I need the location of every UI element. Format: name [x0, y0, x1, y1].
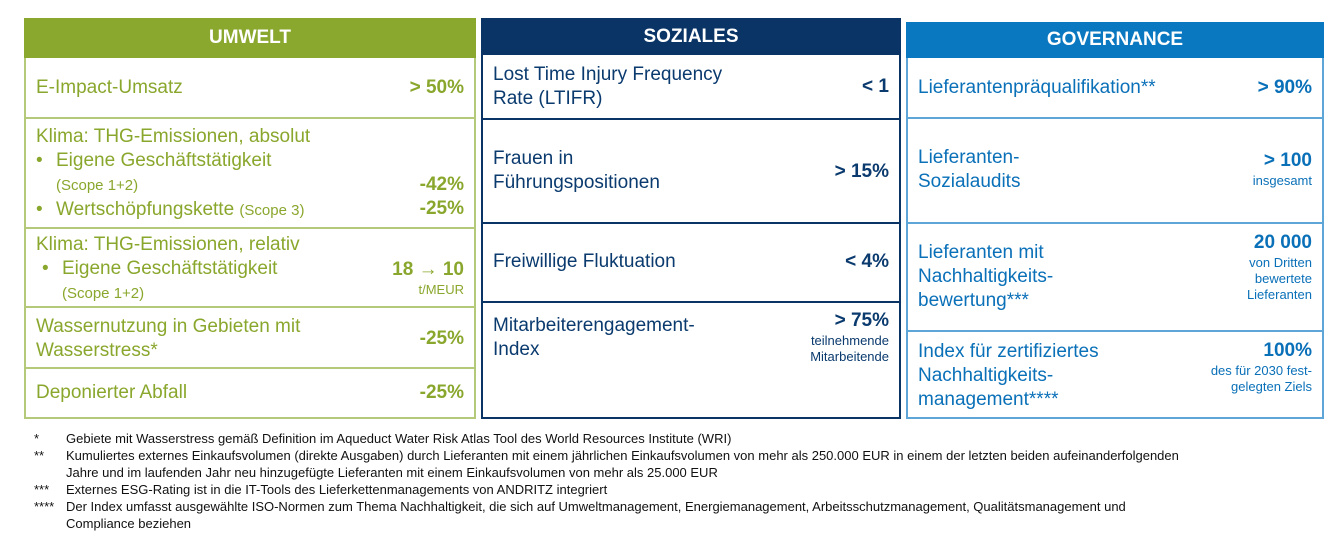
- footnote: *** Externes ESG-Rating ist in die IT-Too…: [34, 481, 1179, 498]
- kpi-label: E-Impact-Umsatz: [36, 77, 183, 98]
- kpi-label: Freiwillige Fluktuation: [493, 251, 676, 272]
- kpi-value: 18 → 10: [392, 259, 464, 280]
- kpi-value: > 90%: [1257, 77, 1312, 98]
- kpi-value: 20 000: [1253, 232, 1312, 253]
- kpi-label: Lieferantenpräqualifikation**: [918, 77, 1156, 98]
- kpi-label: Nachhaltigkeits-: [918, 266, 1054, 287]
- table-row: Lieferanten- Sozialaudits > 100 insgesamt: [908, 117, 1322, 222]
- kpi-value: -42%: [419, 174, 464, 195]
- kpi-value: > 15%: [834, 161, 889, 182]
- kpi-note: bewertete: [1254, 271, 1312, 286]
- footnotes: * Gebiete mit Wasserstress gemäß Definiti…: [34, 430, 1179, 532]
- kpi-note: teilnehmende: [810, 333, 889, 348]
- kpi-label: Lost Time Injury Frequency: [493, 64, 723, 85]
- kpi-label: Klima: THG-Emissionen, relativ: [36, 234, 300, 255]
- kpi-label: Index für zertifiziertes: [918, 341, 1099, 362]
- kpi-note: Mitarbeitende: [810, 349, 889, 364]
- kpi-value: < 1: [862, 76, 889, 97]
- table-row: Frauen in Führungspositionen > 15%: [483, 118, 899, 222]
- footnote-mark: **: [34, 448, 45, 463]
- kpi-label: Lieferanten mit: [918, 242, 1044, 263]
- kpi-label: Nachhaltigkeits-: [918, 365, 1054, 386]
- bullet-label: Wertschöpfungskette: [56, 199, 235, 220]
- table-row: Lieferantenpräqualifikation** > 90%: [908, 58, 1322, 118]
- footnote-text: Kumuliertes externes Einkaufsvolumen (di…: [66, 448, 1179, 463]
- table-row: Index für zertifiziertes Nachhaltigkeits-…: [908, 330, 1322, 418]
- umwelt-body: E-Impact-Umsatz > 50% Klima: THG-Emissio…: [24, 58, 476, 419]
- footnote-mark: ***: [34, 482, 50, 497]
- footnote-text: Compliance beziehen: [66, 516, 192, 531]
- kpi-note: Lieferanten: [1246, 287, 1312, 302]
- kpi-value: < 4%: [845, 251, 889, 272]
- kpi-note: des für 2030 fest-: [1210, 363, 1312, 378]
- footnote-text: Externes ESG-Rating ist in die IT-Tools …: [66, 482, 608, 497]
- kpi-label: Führungspositionen: [493, 172, 660, 193]
- bullet-label: Eigene Geschäftstätigkeit: [62, 258, 278, 279]
- kpi-label: Frauen in: [493, 148, 574, 169]
- soziales-header: SOZIALES: [481, 18, 901, 55]
- scope-label: (Scope 1+2): [56, 177, 139, 194]
- kpi-value: > 75%: [834, 310, 889, 331]
- kpi-value: -25%: [419, 328, 464, 349]
- soziales-panel: SOZIALES Lost Time Injury Frequency Rate …: [481, 18, 901, 419]
- soziales-body: Lost Time Injury Frequency Rate (LTIFR) <…: [481, 55, 901, 419]
- table-row: Klima: THG-Emissionen, absolut • Eigene G…: [26, 117, 474, 227]
- footnote: **** Der Index umfasst ausgewählte ISO-No…: [34, 498, 1179, 532]
- kpi-value: -25%: [419, 382, 464, 403]
- kpi-value: 100%: [1263, 340, 1312, 361]
- kpi-label: Lieferanten-: [918, 147, 1020, 168]
- kpi-label: Wasserstress*: [36, 340, 158, 361]
- footnote-mark: *: [34, 431, 40, 446]
- kpi-label: Index: [493, 339, 540, 360]
- kpi-value: > 100: [1263, 150, 1312, 171]
- table-row: E-Impact-Umsatz > 50%: [26, 58, 474, 118]
- footnote-text: Jahre und im laufenden Jahr neu hinzugef…: [66, 465, 718, 480]
- kpi-note: gelegten Ziels: [1231, 379, 1312, 394]
- kpi-value: -25%: [419, 198, 464, 219]
- governance-panel: GOVERNANCE Lieferantenpräqualifikation**…: [906, 22, 1324, 419]
- table-row: Lieferanten mit Nachhaltigkeits-bewertung…: [908, 222, 1322, 330]
- table-row: Deponierter Abfall -25%: [26, 367, 474, 417]
- kpi-label: Mitarbeiterengagement-: [493, 315, 695, 336]
- kpi-label: management****: [918, 389, 1059, 410]
- table-row: Mitarbeiterengagement- Index > 75% teilneh…: [483, 301, 899, 417]
- table-row: Klima: THG-Emissionen, relativ • Eigene G…: [26, 227, 474, 307]
- kpi-note: insgesamt: [1252, 173, 1312, 188]
- kpi-value: > 50%: [409, 77, 464, 98]
- kpi-label: bewertung***: [918, 290, 1029, 311]
- umwelt-panel: UMWELT E-Impact-Umsatz > 50% Klima: THG-…: [24, 18, 476, 419]
- bullet-label: Eigene Geschäftstätigkeit: [56, 150, 272, 171]
- governance-header: GOVERNANCE: [906, 22, 1324, 58]
- scope-label: (Scope 1+2): [62, 285, 145, 302]
- kpi-label: Sozialaudits: [918, 171, 1021, 192]
- table-row: Lost Time Injury Frequency Rate (LTIFR) <…: [483, 55, 899, 118]
- kpi-label: Deponierter Abfall: [36, 382, 188, 403]
- table-row: Freiwillige Fluktuation < 4%: [483, 222, 899, 302]
- footnote-mark: ****: [34, 499, 55, 514]
- scope-label: (Scope 3): [239, 202, 305, 219]
- table-row: Wassernutzung in Gebieten mit Wasserstres…: [26, 306, 474, 368]
- kpi-label: Klima: THG-Emissionen, absolut: [36, 126, 311, 147]
- umwelt-header: UMWELT: [24, 18, 476, 58]
- kpi-label: Wassernutzung in Gebieten mit: [36, 316, 301, 337]
- governance-body: Lieferantenpräqualifikation** > 90% Lief…: [906, 58, 1324, 419]
- footnote: * Gebiete mit Wasserstress gemäß Definiti…: [34, 430, 1179, 447]
- kpi-note: von Dritten: [1249, 255, 1312, 270]
- kpi-label: Rate (LTIFR): [493, 88, 603, 109]
- footnote-text: Gebiete mit Wasserstress gemäß Definitio…: [66, 431, 732, 446]
- footnote-text: Der Index umfasst ausgewählte ISO-Normen…: [66, 499, 1126, 514]
- footnote: ** Kumuliertes externes Einkaufsvolumen (…: [34, 447, 1179, 481]
- unit-label: t/MEUR: [418, 282, 465, 297]
